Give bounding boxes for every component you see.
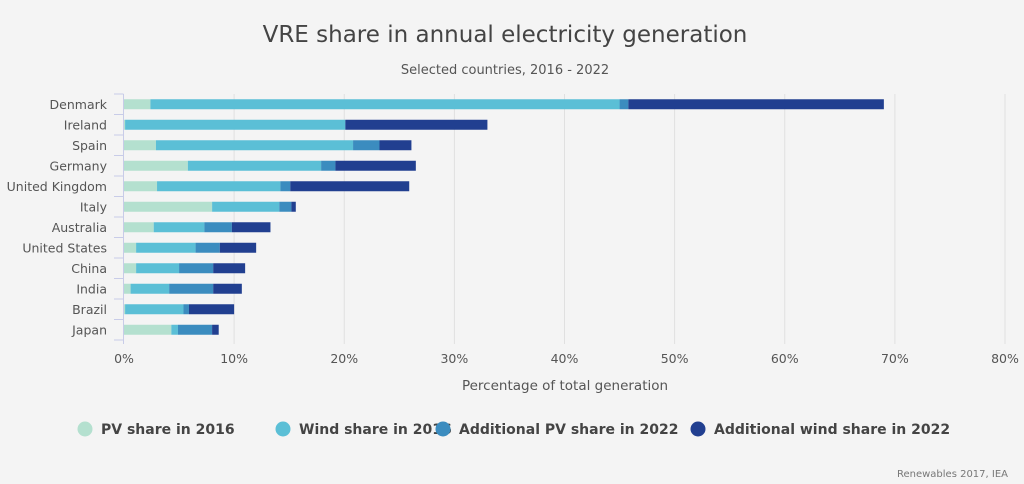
y-tick-label: Italy [80,199,108,214]
bar-segment [195,242,220,253]
x-tick-label: 50% [661,351,689,366]
x-axis-label: Percentage of total generation [462,378,668,394]
x-tick-label: 20% [330,351,358,366]
bar-segment [188,304,235,315]
bar-segment [187,160,322,171]
legend-swatch [690,421,706,437]
legend-swatch [77,421,93,437]
legend-label: Wind share in 2016 [299,422,452,438]
bar-segment [136,242,196,253]
bar-segment [124,222,154,233]
bar-segment [290,181,410,192]
bar-segment [231,222,271,233]
bar-segment [150,99,620,110]
bar-segment [183,304,189,315]
y-tick-label: Brazil [72,302,107,317]
bar-segment [125,304,184,315]
x-tick-label: 40% [551,351,579,366]
bar-segment [219,242,257,253]
legend-label: Additional PV share in 2022 [459,422,678,438]
legend-label: Additional wind share in 2022 [714,422,950,438]
bar-segment [353,140,380,151]
axes: 0% 10% 20% 30% 40% 50% 60% 70% 80% Denmark Ireland… [7,93,1019,366]
bar-segment [124,283,131,294]
bar-segment [124,201,213,212]
bar-segment [321,160,336,171]
bar-segment [335,160,416,171]
bar-segment [169,283,214,294]
bar-segment [124,304,126,315]
bar-segment [212,201,280,212]
x-tick-label: 30% [440,351,468,366]
x-tick-label: 10% [220,351,248,366]
legend: PV share in 2016 Wind share in 2016 Additi… [77,421,950,438]
legend-label: PV share in 2016 [101,422,235,438]
bar-segment [379,140,412,151]
bar-segment [124,263,137,274]
x-tick-label: 0% [114,351,134,366]
bar-segment [124,119,126,130]
bar-segment [279,201,292,212]
bar-segment [130,283,170,294]
gridlines [233,94,1006,344]
bar-segment [124,99,151,110]
bar-segment [153,222,205,233]
y-tick-label: Japan [71,322,107,337]
bar-segment [124,140,156,151]
y-tick-label: United Kingdom [7,179,107,194]
y-tick-label: Australia [52,220,107,235]
bar-segment [124,324,172,335]
bar-segment [157,181,281,192]
bar-segment [136,263,180,274]
bar-segment [124,242,137,253]
y-tick-label: Ireland [64,117,107,132]
y-tick-label: India [76,281,107,296]
bar-segment [213,263,246,274]
chart-subtitle: Selected countries, 2016 - 2022 [401,63,609,78]
legend-swatch [275,421,291,437]
bar-segment [628,99,884,110]
bar-segment [204,222,232,233]
bar-segment [179,263,214,274]
x-tick-label: 70% [881,351,909,366]
bar-segment [213,283,242,294]
y-tick-label: United States [22,240,107,255]
bar-segment [177,324,213,335]
bar-segment [345,119,488,130]
bar-segment [291,201,296,212]
bar-segment [619,99,629,110]
y-tick-label: Germany [50,158,108,173]
bar-segment [212,324,219,335]
bar-segment [280,181,291,192]
chart-title: VRE share in annual electricity generati… [263,22,748,48]
legend-swatch [435,421,451,437]
bar-segment [124,160,188,171]
y-tick-label: China [71,261,107,276]
bars [124,99,884,335]
bar-segment [155,140,354,151]
x-tick-label: 60% [771,351,799,366]
y-tick-label: Spain [72,138,107,153]
source-note: Renewables 2017, IEA [897,469,1008,480]
x-tick-label: 80% [991,351,1019,366]
bar-segment [125,119,346,130]
bar-segment [124,181,158,192]
bar-segment [171,324,178,335]
y-tick-label: Denmark [50,97,108,112]
